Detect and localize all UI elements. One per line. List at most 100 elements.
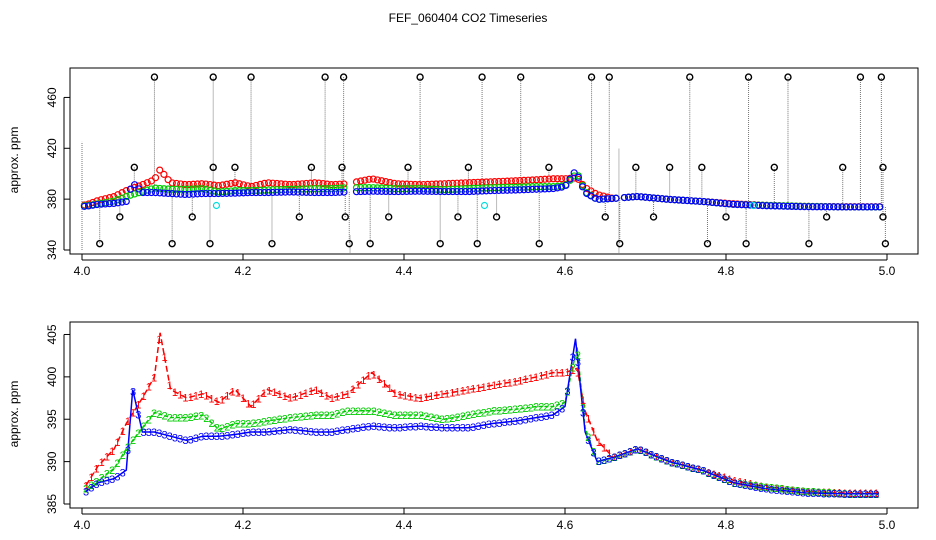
bottom-series-3-marker: 3 [554,407,560,419]
top-series-3-point [541,185,549,193]
bottom-x-tick-label: 5.0 [879,518,896,532]
top-spike-point [839,163,847,172]
top-series-3-point [851,203,859,211]
bottom-series-3-marker: 3 [695,464,701,476]
bottom-series-1-marker: 1 [392,388,398,400]
bottom-series-2-marker: 2 [245,418,251,430]
top-series-1-point [177,180,185,188]
bottom-series-3-marker: 3 [659,453,665,465]
top-spike-point [770,163,778,172]
top-spike-point [877,73,886,81]
top-series-1-point [432,180,440,188]
top-series-3-point [637,193,645,201]
bottom-series-3-marker: 3 [847,489,853,501]
bottom-series-1-marker: 1 [549,368,555,380]
bottom-series-3-marker: 3 [816,488,822,500]
bottom-series-1-marker: 1 [847,488,853,500]
top-series-3-point [85,202,93,210]
bottom-series-2-marker: 2 [768,483,774,495]
bottom-series-2-marker: 2 [528,402,534,414]
bottom-series-1-marker: 1 [617,450,623,462]
bottom-series-2-marker: 2 [632,445,638,457]
bottom-series-2-marker: 2 [800,486,806,498]
bottom-series-3-marker: 3 [512,416,518,428]
bottom-series-2-marker: 2 [156,409,162,421]
top-series-2-point [327,185,335,193]
bottom-series-1-marker: 1 [606,448,612,460]
bottom-series-1-marker: 1 [177,390,183,402]
top-series-2-point [319,185,327,193]
top-series-3-point [537,185,545,193]
bottom-series-3-marker: 3 [209,431,215,443]
top-spike-point [247,73,255,81]
bottom-series-3-marker: 3 [753,482,759,494]
bottom-series-1-marker: 1 [517,375,523,387]
top-series-3-point [809,203,817,211]
top-series-3-point [126,185,135,193]
top-series-1-point [139,180,147,189]
bottom-series-3-marker: 3 [774,485,780,497]
bottom-series-2-marker: 2 [627,446,633,458]
top-series-2-point [436,185,444,194]
bottom-series-1-marker: 1 [816,487,822,499]
bottom-series-2-marker: 2 [444,414,450,426]
bottom-series-2-marker: 2 [585,432,591,444]
top-series-3-point [411,187,419,195]
bottom-series-2-marker: 2 [601,455,607,467]
top-series-1-point [264,179,273,187]
bottom-series-2-marker: 2 [659,453,665,465]
top-series-3-point [331,188,340,197]
bottom-series-3-marker: 3 [224,430,230,442]
bottom-y-tick-label: 405 [45,324,59,344]
bottom-series-1-marker: 1 [721,472,727,484]
bottom-series-2-marker: 2 [167,412,173,424]
top-series-3-point [495,186,503,195]
bottom-series-2-marker: 2 [109,465,115,477]
bottom-series-2-marker: 2 [345,406,351,418]
top-x-tick-label: 5.0 [879,264,896,278]
top-series-3-point [244,189,252,197]
top-series-3-point [160,189,168,197]
bottom-series-3-marker: 3 [591,448,597,460]
bottom-series-1-marker: 1 [151,373,157,385]
top-spike-point [168,239,176,248]
bottom-series-1-marker: 1 [235,388,241,400]
top-series-3-point [285,188,294,196]
top-series-3-point [340,188,348,196]
bottom-series-1-marker: 1 [679,460,685,472]
bottom-series-1-marker: 1 [418,393,424,405]
bottom-series-3-marker: 3 [392,423,398,435]
bottom-series-1-marker: 1 [114,437,120,449]
bottom-series-2-marker: 2 [873,489,879,501]
top-series-1-point [369,175,377,183]
bottom-series-1-marker: 1 [172,387,178,399]
bottom-series-1-marker: 1 [601,443,607,455]
bottom-series-3-marker: 3 [795,487,801,499]
bottom-series-2-marker: 2 [460,411,466,423]
top-series-1-point [294,180,302,188]
top-series-2-point [306,185,315,193]
bottom-series-1-marker: 1 [250,399,256,411]
bottom-series-3-marker: 3 [627,446,633,458]
bottom-series-1-marker: 1 [460,386,466,398]
bottom-y-tick-label: 400 [45,367,59,387]
bottom-series-2-marker: 2 [402,410,408,422]
top-series-1-point [541,175,549,183]
top-series-3-point [491,186,499,195]
bottom-series-3-marker: 3 [486,419,492,431]
bottom-series-3-marker: 3 [345,424,351,436]
top-series-1-point [143,179,151,187]
top-panel: 4.0 4.2 4.4 4.6 4.8 5.0 340 380 420 460 approx. p… [7,67,919,278]
bottom-series-2-marker: 2 [481,407,487,419]
bottom-series-2-marker: 2 [214,423,220,435]
top-series-3-point [248,188,256,197]
bottom-series-2-marker: 2 [727,476,733,488]
bottom-series-1-marker: 1 [685,461,691,473]
bottom-series-2-marker: 2 [224,421,230,433]
bottom-series-1-marker: 1 [182,392,188,404]
bottom-series-1-marker: 1 [643,447,649,459]
top-spike-point [517,73,525,81]
bottom-series-3-marker: 3 [491,418,497,430]
bottom-series-3-marker: 3 [402,422,408,434]
